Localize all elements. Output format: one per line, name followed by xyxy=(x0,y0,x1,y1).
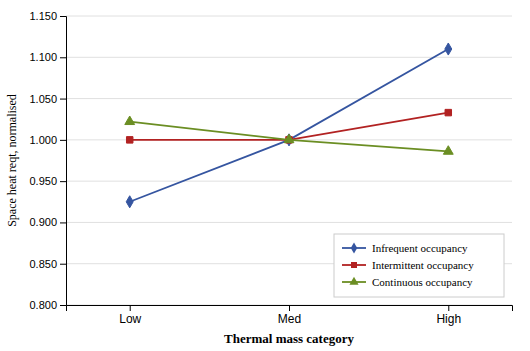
y-tick-label: 1.000 xyxy=(29,134,57,146)
x-tick-mark xyxy=(448,305,449,311)
y-tick: 0.850 xyxy=(29,258,66,270)
y-tick-label: 1.150 xyxy=(29,10,57,22)
series-line xyxy=(130,49,449,202)
y-axis: 0.800 0.850 0.900 0.950 1.000 1.050 1.100 1.150 xyxy=(29,10,66,311)
grid-line xyxy=(66,16,512,17)
x-tick-mark xyxy=(130,305,131,311)
point-marker xyxy=(126,196,133,208)
y-tick-mark xyxy=(60,140,66,141)
x-tick: Low xyxy=(119,305,141,326)
y-axis-line xyxy=(60,17,67,306)
y-tick-label: 0.800 xyxy=(29,299,57,311)
grid-line xyxy=(66,181,512,182)
grid-line xyxy=(66,222,512,223)
y-tick: 1.000 xyxy=(29,134,66,146)
point-marker xyxy=(445,43,452,55)
x-tick-label: Med xyxy=(278,312,301,326)
y-tick-mark xyxy=(60,264,66,265)
y-tick: 1.150 xyxy=(29,10,66,22)
marks xyxy=(125,43,453,208)
legend-marker xyxy=(349,277,358,285)
x-axis-line xyxy=(67,306,513,312)
series-line xyxy=(130,122,449,152)
y-tick-label: 1.100 xyxy=(29,51,57,63)
chart: Low Med High 0.800 0.850 0.900 0.950 1.000 1.050… xyxy=(0,0,530,351)
legend-label: Infrequent occupancy xyxy=(372,242,468,254)
y-tick-label: 0.850 xyxy=(29,258,57,270)
x-axis: Low Med High xyxy=(67,305,513,326)
y-axis-title: Space heat reqt, normalised xyxy=(5,94,19,227)
legend-marker xyxy=(351,262,357,268)
plot: Low Med High 0.800 0.850 0.900 0.950 1.000 1.050… xyxy=(29,10,512,326)
x-tick-label: High xyxy=(436,312,461,326)
y-tick: 1.050 xyxy=(29,93,66,105)
legend-label: Intermittent occupancy xyxy=(372,259,474,271)
y-tick-mark xyxy=(60,305,66,306)
y-tick: 0.950 xyxy=(29,175,66,187)
legend-label: Continuous occupancy xyxy=(372,276,473,288)
y-tick-mark xyxy=(60,181,66,182)
y-tick-label: 0.900 xyxy=(29,216,57,228)
legend-item: Continuous occupancy xyxy=(342,276,473,288)
x-tick: Med xyxy=(278,305,301,326)
point-marker xyxy=(445,109,451,115)
x-axis-title: Thermal mass category xyxy=(224,331,354,346)
y-tick-label: 1.050 xyxy=(29,93,57,105)
grid-line xyxy=(66,57,512,58)
legend-frame xyxy=(334,234,504,297)
x-tick: High xyxy=(436,305,461,326)
grid xyxy=(66,16,512,305)
y-tick-mark xyxy=(60,16,66,17)
point-marker xyxy=(126,137,132,143)
legend-marker xyxy=(351,242,357,253)
y-tick-mark xyxy=(60,57,66,58)
grid-line xyxy=(66,98,512,99)
y-tick: 1.100 xyxy=(29,51,66,63)
point-marker xyxy=(125,116,135,125)
legend: Infrequent occupancy Intermittent occupan… xyxy=(334,234,504,297)
y-tick-mark xyxy=(60,99,66,100)
point-marker xyxy=(443,146,453,155)
legend-item: Infrequent occupancy xyxy=(342,242,468,254)
y-tick: 0.800 xyxy=(29,299,66,311)
y-tick: 0.900 xyxy=(29,216,66,228)
y-tick-label: 0.950 xyxy=(29,175,57,187)
x-tick-mark xyxy=(289,305,290,311)
x-tick-label: Low xyxy=(119,312,141,326)
point-marker xyxy=(284,134,294,143)
legend-item: Intermittent occupancy xyxy=(342,259,474,271)
y-tick-mark xyxy=(60,222,66,223)
